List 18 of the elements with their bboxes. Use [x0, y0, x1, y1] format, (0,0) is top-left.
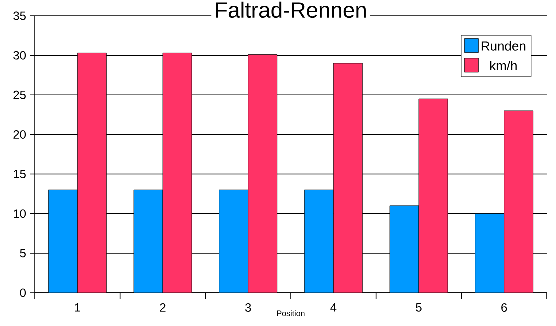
y-tick-label: 10 — [14, 210, 26, 218]
chart-title: Faltrad-Rennen — [216, 2, 366, 18]
x-tick-label: 4 — [330, 304, 337, 312]
y-tick-label: 20 — [14, 130, 26, 139]
y-tick-label: 30 — [14, 51, 26, 60]
y-tick-label: 5 — [20, 249, 26, 258]
y-tick-label: 15 — [14, 170, 26, 178]
legend-label: km/h — [490, 60, 517, 71]
y-tick-label: 25 — [14, 90, 26, 100]
y-tick-label: 35 — [14, 12, 26, 20]
x-tick-label: 1 — [75, 304, 80, 312]
y-tick-label: 0 — [20, 288, 26, 298]
x-tick-label: 5 — [416, 304, 422, 312]
x-tick-label: 2 — [160, 304, 166, 312]
x-tick-label: 6 — [502, 304, 508, 312]
legend-label: Runden — [482, 41, 526, 51]
x-axis-title: Position — [277, 310, 305, 316]
x-tick-label: 3 — [245, 304, 252, 312]
